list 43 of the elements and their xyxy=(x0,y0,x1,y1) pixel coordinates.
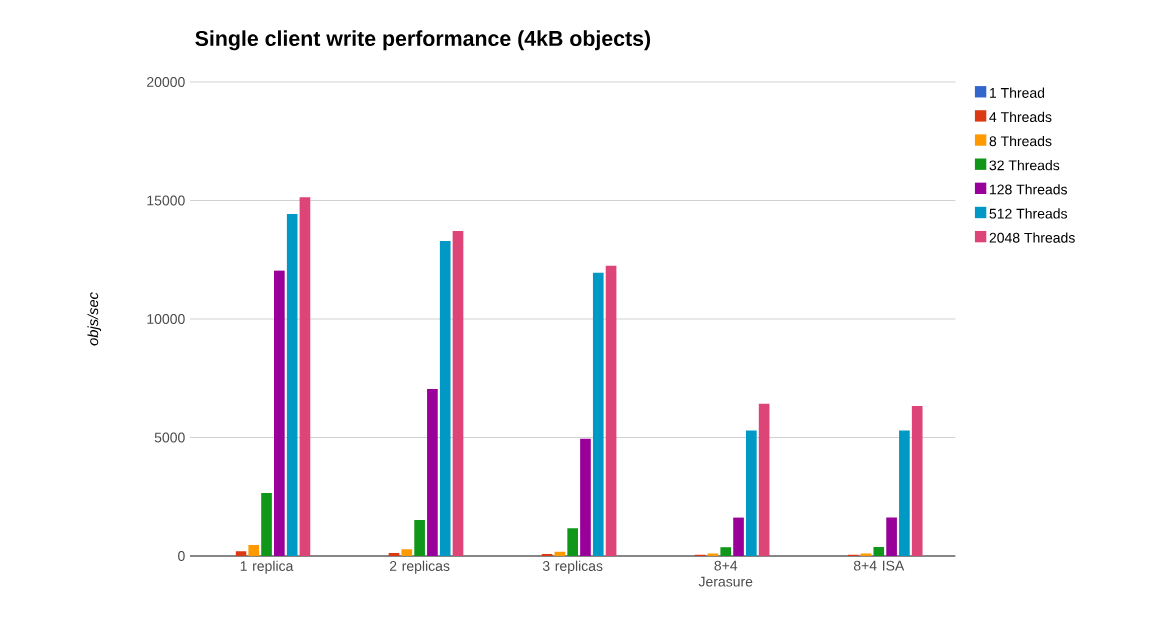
y-tick-label: 10000 xyxy=(147,314,185,324)
y-tick-label: 15000 xyxy=(147,195,185,206)
legend-label: 512 Threads xyxy=(989,208,1068,219)
legend-label: 1 Thread xyxy=(990,87,1045,98)
bar xyxy=(567,528,578,556)
bar xyxy=(261,492,272,556)
bar xyxy=(286,213,298,556)
bar xyxy=(248,545,260,556)
bar xyxy=(299,197,311,556)
bar xyxy=(401,549,413,556)
bar xyxy=(414,519,425,556)
bar xyxy=(439,241,451,556)
bar xyxy=(911,405,923,556)
bar xyxy=(899,430,910,556)
legend-label: 8 Threads xyxy=(989,135,1052,147)
x-tick-label: 2 replicas xyxy=(389,560,450,574)
bar xyxy=(235,551,247,556)
y-tick-label: 0 xyxy=(178,551,185,561)
bar xyxy=(580,438,591,556)
bar xyxy=(720,547,732,556)
bar xyxy=(886,517,897,556)
bar xyxy=(274,270,285,556)
chart-title: Single client write performance (4kB objects) xyxy=(195,30,651,51)
bar xyxy=(746,430,757,556)
x-tick-label: 1 replica xyxy=(240,560,294,574)
legend-label: 2048 Threads xyxy=(989,232,1075,243)
y-axis-title: objs/sec xyxy=(87,292,102,346)
bar xyxy=(452,231,464,556)
bar xyxy=(758,403,770,556)
y-tick-label: 5000 xyxy=(154,432,185,443)
bar xyxy=(733,517,744,556)
legend-label: 128 Threads xyxy=(990,184,1068,195)
legend-label: 4 Threads xyxy=(989,111,1052,123)
bar xyxy=(427,388,438,556)
bar xyxy=(873,546,885,556)
bar xyxy=(605,265,617,556)
x-tick-label: 3 replicas xyxy=(542,560,603,574)
x-tick-label: 8+4 Jerasure xyxy=(698,560,753,587)
legend-label: 32 Threads xyxy=(989,160,1060,171)
x-tick-label: 8+4 ISA xyxy=(853,560,905,571)
bar xyxy=(388,552,400,556)
y-tick-label: 20000 xyxy=(147,77,185,87)
bar xyxy=(592,272,604,556)
